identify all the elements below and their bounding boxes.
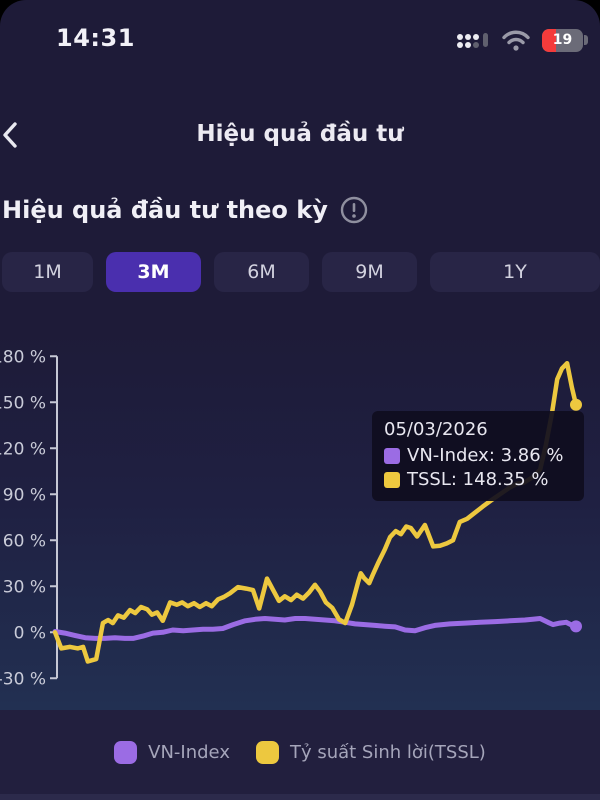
y-tick-label: 60 %: [3, 531, 46, 551]
chart-svg[interactable]: 180 % 150 % 120 % 90 % 60 % 30 % 0 % -30 %: [0, 330, 600, 712]
section-title: Hiệu quả đầu tư theo kỳ: [2, 196, 328, 224]
legend-swatch: [114, 740, 138, 764]
tab-1y[interactable]: 1Y: [430, 252, 600, 292]
tooltip-date: 05/03/2026: [384, 419, 488, 440]
signal-icon: [457, 33, 488, 48]
tab-9m[interactable]: 9M: [322, 252, 417, 292]
tooltip-row: TSSL: 148.35 %: [384, 468, 570, 492]
legend-label: VN-Index: [148, 741, 230, 763]
status-time: 14:31: [56, 24, 135, 52]
legend-swatch: [255, 740, 279, 764]
chart-legend: VN-Index Tỷ suất Sinh lời(TSSL): [0, 710, 600, 794]
tab-6m[interactable]: 6M: [214, 252, 309, 292]
legend-item: VN-Index: [114, 740, 230, 764]
home-strip: [0, 794, 600, 800]
battery-fill: [542, 28, 556, 52]
chevron-left-icon: [3, 122, 17, 148]
page-title: Hiệu quả đầu tư: [196, 121, 404, 147]
tssl-end-dot: [570, 398, 582, 411]
vn-index-end-dot: [570, 620, 582, 633]
battery-icon: 19: [542, 28, 588, 52]
section-title-row: Hiệu quả đầu tư theo kỳ: [2, 196, 368, 224]
wifi-icon: [502, 30, 530, 51]
vn-index-line: [52, 616, 579, 641]
tooltip-row: VN-Index: 3.86 %: [384, 444, 570, 468]
y-tick-label: 180 %: [0, 347, 46, 367]
tooltip-value: TSSL: 148.35 %: [407, 469, 549, 490]
tooltip-rows: VN-Index: 3.86 % TSSL: 148.35 %: [384, 444, 570, 492]
back-button[interactable]: [0, 112, 44, 158]
tab-3m[interactable]: 3M: [106, 252, 201, 292]
y-tick-label: 120 %: [0, 439, 46, 459]
legend-label: Tỷ suất Sinh lời(TSSL): [289, 741, 486, 763]
info-icon[interactable]: [340, 196, 368, 224]
tooltip-swatch: [384, 448, 400, 464]
y-tick-label: 30 %: [3, 577, 46, 597]
tab-1m[interactable]: 1M: [2, 252, 93, 292]
y-tick-label: 90 %: [3, 485, 46, 505]
legend-item: Tỷ suất Sinh lời(TSSL): [255, 740, 486, 764]
status-icons: 19: [454, 28, 588, 52]
tooltip-swatch: [384, 472, 400, 488]
y-tick-label: 0 %: [14, 623, 46, 643]
y-tick-label: 150 %: [0, 393, 46, 413]
tooltip-value: VN-Index: 3.86 %: [407, 445, 564, 466]
tssl-line: [52, 360, 579, 664]
chart-tooltip: 05/03/2026 VN-Index: 3.86 % TSSL: 148.35 …: [372, 411, 584, 501]
battery-level: 19: [552, 32, 573, 48]
battery-nub: [584, 35, 588, 45]
y-tick-label: -30 %: [0, 669, 46, 689]
period-tabs: 1M 3M 6M 9M 1Y: [2, 252, 600, 292]
